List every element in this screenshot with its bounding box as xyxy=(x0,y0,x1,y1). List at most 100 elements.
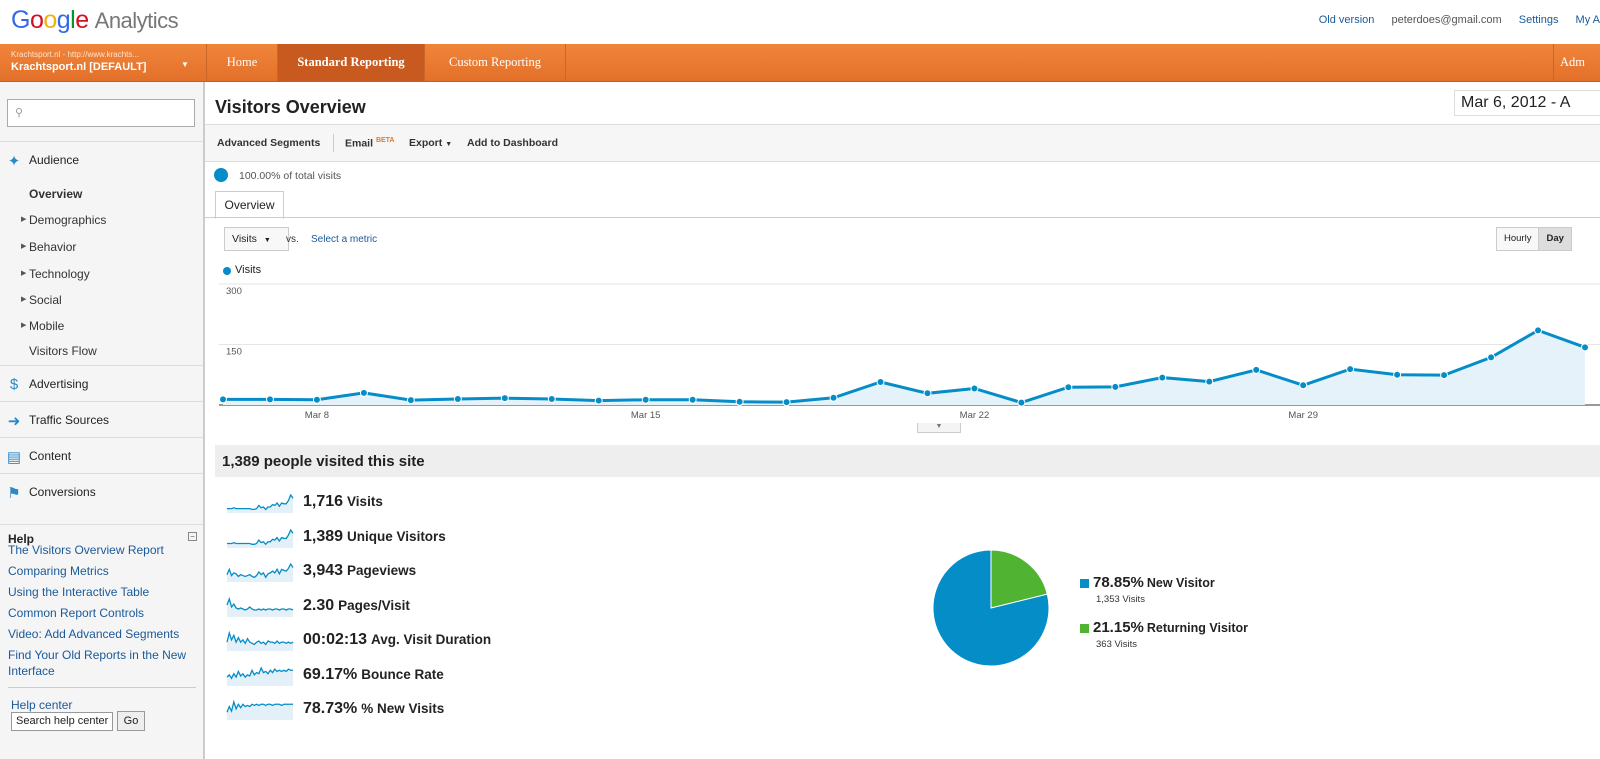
sparkline xyxy=(226,630,294,651)
data-point xyxy=(641,395,650,404)
sidebar-item-label: Social xyxy=(29,293,62,307)
help-link[interactable]: Comparing Metrics xyxy=(8,564,109,578)
collapse-icon[interactable]: − xyxy=(188,532,197,541)
sparkline-area xyxy=(227,564,293,582)
dollar-icon: $ xyxy=(9,376,19,393)
hourly-button[interactable]: Hourly xyxy=(1504,233,1532,244)
data-point xyxy=(1534,326,1543,335)
data-point xyxy=(1158,373,1167,382)
metric-label: Bounce Rate xyxy=(361,666,444,682)
help-go-button[interactable]: Go xyxy=(117,711,145,731)
account-selector[interactable]: Krachtsport.nl - http://www.krachts... K… xyxy=(0,44,207,81)
select-metric-link[interactable]: Select a metric xyxy=(311,234,378,245)
google-analytics-logo[interactable]: Google Analytics xyxy=(11,6,179,35)
account-url: Krachtsport.nl - http://www.krachts... xyxy=(11,50,140,59)
sidebar-item-behavior[interactable]: ▶ Behavior xyxy=(21,240,76,254)
my-account-link[interactable]: My A xyxy=(1575,14,1600,26)
sparkline xyxy=(227,528,294,548)
metric-number: 1,716 xyxy=(303,493,344,510)
sidebar-item-label: Demographics xyxy=(29,213,107,227)
sparkline xyxy=(227,493,294,513)
x-tick-label: Mar 15 xyxy=(631,410,661,421)
add-to-dashboard-button[interactable]: Add to Dashboard xyxy=(467,137,558,149)
sidebar-item-visitors-flow[interactable]: Visitors Flow xyxy=(29,344,97,358)
data-point xyxy=(923,389,932,398)
email-label: Email xyxy=(345,137,374,150)
page-title: Visitors Overview xyxy=(215,97,366,117)
visits-chart-svg: 300 150 Mar 8 Mar 15 Mar 22 Mar 29 xyxy=(219,283,1600,421)
flag-icon: ⚑ xyxy=(7,485,21,502)
triangle-right-icon: ▶ xyxy=(21,296,27,303)
metric-value: 00:02:13 Avg. Visit Duration xyxy=(303,631,491,649)
sparkline-line xyxy=(227,528,294,545)
metric-number: 2.30 xyxy=(303,596,335,614)
top-links: Old version peterdoes@gmail.com Settings… xyxy=(1319,14,1600,26)
tab-standard-reporting[interactable]: Standard Reporting xyxy=(278,44,425,81)
help-link[interactable]: The Visitors Overview Report xyxy=(8,543,164,557)
data-point xyxy=(1205,377,1214,386)
data-point xyxy=(1440,371,1449,380)
metric-value: 69.17% Bounce Rate xyxy=(303,666,444,684)
visits-chart: 300 150 Mar 8 Mar 15 Mar 22 Mar 29 Visits xyxy=(219,262,1600,427)
day-button[interactable]: Day xyxy=(1538,228,1571,250)
sidebar-item-label: Mobile xyxy=(29,319,65,333)
tab-admin[interactable]: Adm xyxy=(1553,44,1600,81)
data-point xyxy=(594,396,603,405)
help-search-input[interactable]: Search help center xyxy=(11,712,113,731)
sidebar-search-input[interactable]: ⚲ xyxy=(7,99,195,127)
export-button[interactable]: Export ▼ xyxy=(409,137,452,149)
tab-overview[interactable]: Overview xyxy=(215,191,284,219)
settings-link[interactable]: Settings xyxy=(1518,14,1559,26)
sidebar-item-label: Content xyxy=(29,449,72,463)
data-point xyxy=(265,395,274,404)
help-link[interactable]: Common Report Controls xyxy=(8,606,145,620)
metric-number: 00:02:13 xyxy=(303,631,368,648)
sidebar-item-demographics[interactable]: ▶ Demographics xyxy=(21,213,107,227)
main-nav: Krachtsport.nl - http://www.krachts... K… xyxy=(0,44,1600,82)
sidebar-item-content[interactable]: ▤ Content xyxy=(0,437,203,474)
legend-dot-icon xyxy=(223,267,231,275)
pie-slice xyxy=(932,549,1050,667)
data-point xyxy=(1393,370,1402,379)
search-icon: ⚲ xyxy=(15,107,24,119)
metric-label: % New Visits xyxy=(361,701,445,716)
date-range-picker[interactable]: Mar 6, 2012 - A xyxy=(1454,90,1600,116)
data-point xyxy=(735,397,744,406)
help-link[interactable]: Using the Interactive Table xyxy=(8,585,150,599)
chart-resize-handle[interactable]: ▼ xyxy=(917,423,961,433)
data-point xyxy=(359,388,368,397)
metric-value: 1,716 Visits xyxy=(303,493,383,511)
metric-label: Visits xyxy=(347,494,383,509)
tab-home[interactable]: Home xyxy=(207,44,278,81)
granularity-toggle: Hourly Day xyxy=(1496,227,1572,251)
sidebar-item-technology[interactable]: ▶ Technology xyxy=(21,267,90,281)
sidebar-item-traffic-sources[interactable]: ➜ Traffic Sources xyxy=(0,401,203,438)
triangle-right-icon: ▶ xyxy=(21,322,27,329)
caret-down-icon: ▼ xyxy=(263,237,271,244)
content-icon: ▤ xyxy=(6,449,22,466)
sparkline xyxy=(226,699,293,720)
top-bar: Google Analytics Old version peterdoes@gm… xyxy=(0,0,1600,45)
help-link[interactable]: Video: Add Advanced Segments xyxy=(8,627,180,641)
help-center-link[interactable]: Help center xyxy=(11,698,73,712)
tab-custom-reporting[interactable]: Custom Reporting xyxy=(425,44,566,81)
metric-select[interactable]: Visits ▼ xyxy=(224,227,289,251)
data-point xyxy=(876,378,885,387)
sidebar-item-conversions[interactable]: ⚑ Conversions xyxy=(0,473,203,510)
help-link[interactable]: Find Your Old Reports in the New Interfa… xyxy=(8,648,187,678)
y-tick-label: 300 xyxy=(226,286,242,297)
legend-swatch xyxy=(1080,579,1089,588)
sidebar-item-advertising[interactable]: $ Advertising xyxy=(0,365,203,402)
sidebar-item-mobile[interactable]: ▶ Mobile xyxy=(21,319,65,333)
sidebar-item-social[interactable]: ▶ Social xyxy=(21,293,62,307)
sidebar-item-overview[interactable]: Overview xyxy=(29,187,83,201)
data-point xyxy=(547,394,556,403)
sidebar-item-label: Conversions xyxy=(29,485,96,499)
data-point xyxy=(829,393,838,402)
x-tick-label: Mar 29 xyxy=(1288,410,1318,421)
sidebar-item-audience[interactable]: ✦ Audience xyxy=(0,141,203,178)
email-button[interactable]: Email BETA xyxy=(345,137,394,150)
advanced-segments-button[interactable]: Advanced Segments xyxy=(217,137,321,149)
old-version-link[interactable]: Old version xyxy=(1318,14,1375,26)
sparkline-area xyxy=(227,667,293,686)
